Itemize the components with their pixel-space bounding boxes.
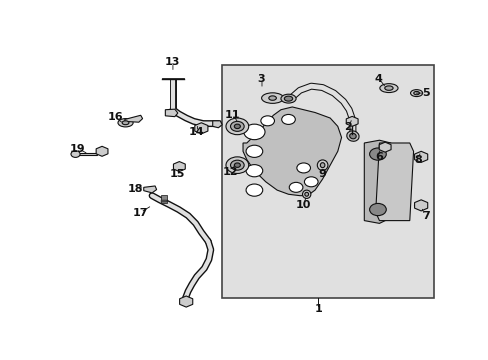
Polygon shape (364, 140, 394, 223)
Circle shape (234, 163, 240, 167)
Text: 15: 15 (170, 169, 185, 179)
Text: 5: 5 (422, 88, 429, 98)
Text: 16: 16 (107, 112, 123, 122)
Polygon shape (346, 116, 357, 126)
Text: 17: 17 (132, 208, 147, 218)
Polygon shape (173, 162, 185, 172)
Text: 14: 14 (188, 127, 204, 137)
Circle shape (234, 124, 240, 129)
Text: 13: 13 (164, 57, 180, 67)
Ellipse shape (268, 96, 276, 100)
Circle shape (225, 157, 248, 174)
Circle shape (71, 151, 80, 157)
Polygon shape (414, 200, 427, 211)
Circle shape (245, 184, 262, 196)
Ellipse shape (284, 96, 292, 101)
Circle shape (289, 183, 302, 192)
Polygon shape (194, 123, 207, 134)
Text: 2: 2 (344, 122, 351, 132)
Ellipse shape (413, 91, 419, 95)
Ellipse shape (118, 118, 133, 127)
Polygon shape (143, 186, 156, 193)
Polygon shape (414, 151, 427, 162)
Text: 8: 8 (413, 155, 421, 165)
Polygon shape (96, 146, 108, 156)
Polygon shape (379, 142, 390, 152)
Ellipse shape (304, 192, 308, 196)
Ellipse shape (346, 131, 358, 141)
Circle shape (230, 121, 244, 131)
Polygon shape (179, 296, 192, 307)
Ellipse shape (410, 90, 422, 96)
Circle shape (230, 160, 244, 170)
Circle shape (296, 163, 310, 173)
Ellipse shape (280, 94, 295, 103)
Ellipse shape (317, 160, 327, 170)
Ellipse shape (122, 121, 129, 125)
Text: 1: 1 (314, 304, 321, 314)
Circle shape (245, 165, 262, 177)
Polygon shape (212, 121, 222, 128)
Text: 18: 18 (127, 184, 143, 194)
Text: 12: 12 (223, 167, 238, 176)
Text: 9: 9 (317, 169, 325, 179)
Polygon shape (243, 107, 341, 195)
Polygon shape (375, 143, 413, 221)
Bar (161, 195, 166, 203)
Circle shape (281, 114, 295, 125)
Circle shape (245, 145, 262, 157)
Polygon shape (124, 115, 142, 122)
Circle shape (369, 203, 386, 216)
Ellipse shape (302, 190, 310, 198)
Text: 3: 3 (257, 74, 264, 84)
Ellipse shape (320, 163, 324, 168)
Circle shape (304, 177, 317, 187)
Polygon shape (77, 153, 97, 155)
Text: 7: 7 (421, 211, 429, 221)
Text: 4: 4 (374, 74, 382, 84)
Bar (161, 201, 166, 202)
Ellipse shape (379, 84, 397, 93)
Ellipse shape (261, 93, 283, 103)
Text: 10: 10 (295, 199, 310, 210)
Bar (222, 66, 433, 298)
Text: 19: 19 (69, 144, 85, 154)
Circle shape (244, 124, 264, 140)
Ellipse shape (384, 86, 392, 90)
Circle shape (225, 118, 248, 135)
Ellipse shape (349, 133, 355, 139)
Polygon shape (165, 109, 178, 117)
Text: 11: 11 (224, 110, 240, 120)
Circle shape (369, 148, 386, 160)
Text: 6: 6 (374, 152, 382, 162)
Circle shape (260, 116, 274, 126)
